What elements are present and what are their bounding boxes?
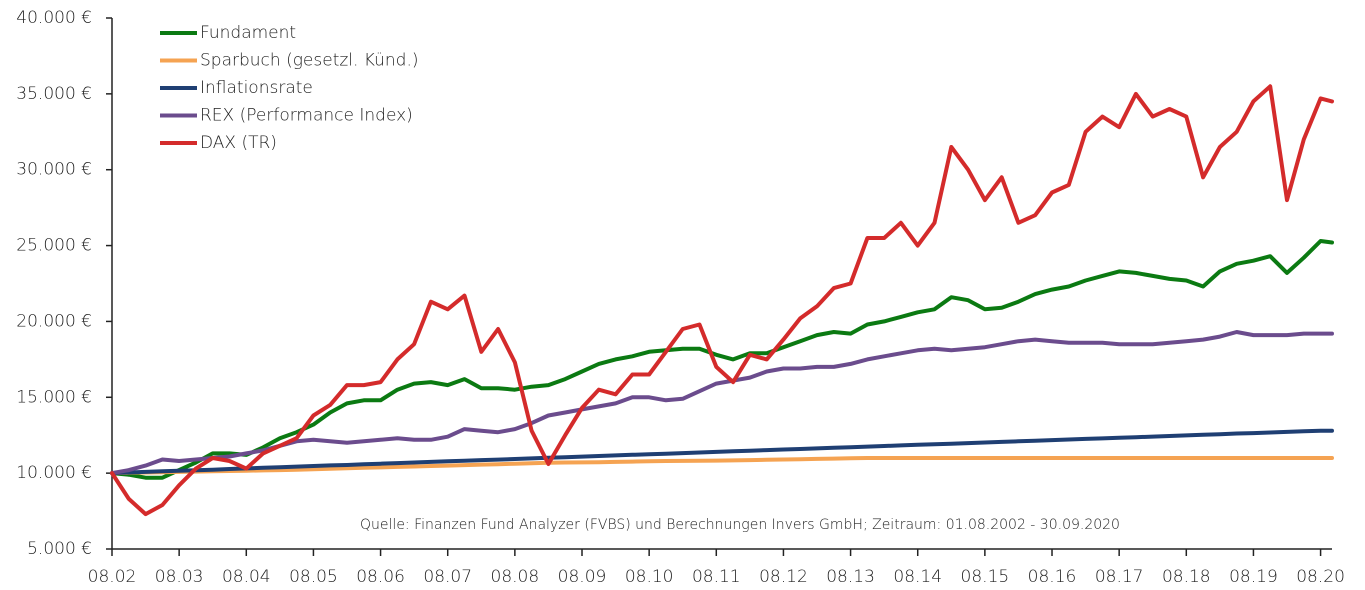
x-tick-label: 08.10 — [625, 567, 674, 587]
series-line — [110, 456, 1334, 476]
y-tick-label: 25.000 € — [16, 236, 92, 256]
series-line — [110, 428, 1334, 476]
x-tick-label: 08.17 — [1095, 567, 1144, 587]
x-tick-label: 08.08 — [491, 567, 540, 587]
x-tick-label: 08.02 — [88, 567, 137, 587]
legend-label: DAX (TR) — [200, 133, 277, 153]
x-tick-label: 08.07 — [423, 567, 472, 587]
x-tick-label: 08.19 — [1229, 567, 1278, 587]
x-tick-label: 08.20 — [1296, 567, 1345, 587]
x-tick-label: 08.03 — [155, 567, 204, 587]
x-tick-label: 08.06 — [356, 567, 405, 587]
y-tick-label: 15.000 € — [16, 387, 92, 407]
series-line — [110, 330, 1334, 476]
x-tick-label: 08.15 — [961, 567, 1010, 587]
y-tick-label: 10.000 € — [16, 463, 92, 483]
y-tick-label: 5.000 € — [27, 539, 92, 559]
x-tick-label: 08.05 — [289, 567, 338, 587]
y-tick-label: 20.000 € — [16, 311, 92, 331]
x-tick-label: 08.18 — [1162, 567, 1211, 587]
x-tick-label: 08.16 — [1028, 567, 1077, 587]
x-tick-label: 08.12 — [759, 567, 808, 587]
x-tick-label: 08.04 — [222, 567, 271, 587]
source-note: Quelle: Finanzen Fund Analyzer (FVBS) un… — [360, 517, 1120, 533]
y-tick-label: 30.000 € — [16, 160, 92, 180]
y-tick-label: 35.000 € — [16, 84, 92, 104]
y-tick-label: 40.000 € — [16, 8, 92, 28]
x-tick-label: 08.11 — [692, 567, 741, 587]
legend-label: Fundament — [200, 23, 296, 43]
x-tick-label: 08.13 — [826, 567, 875, 587]
x-tick-label: 08.09 — [558, 567, 607, 587]
legend-label: Sparbuch (gesetzl. Künd.) — [200, 51, 419, 71]
series-line — [110, 239, 1334, 480]
legend-label: Inflationsrate — [200, 78, 313, 98]
x-tick-label: 08.14 — [893, 567, 942, 587]
legend-label: REX (Performance Index) — [200, 106, 413, 126]
series-line — [110, 84, 1334, 517]
